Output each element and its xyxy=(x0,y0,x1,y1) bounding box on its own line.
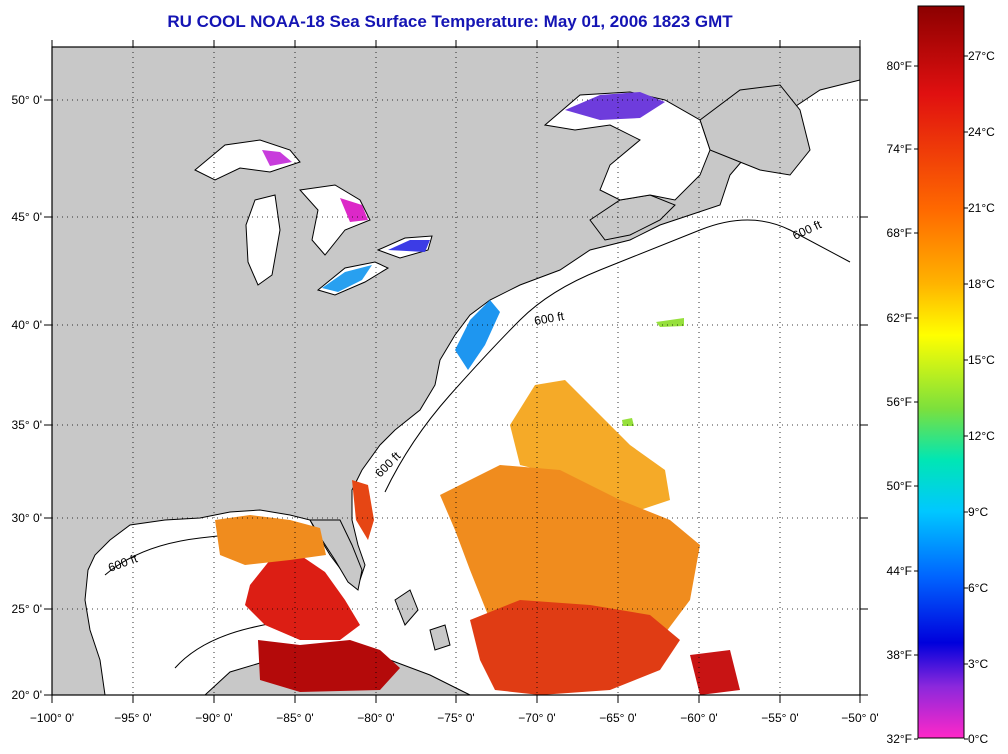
sst-lake-ontario-cold xyxy=(388,240,430,252)
lake-superior xyxy=(194,139,301,181)
lon-tick-label: −90° 0' xyxy=(195,711,232,725)
sst-florida-east xyxy=(352,480,374,540)
lon-tick-label: −85° 0' xyxy=(276,711,313,725)
colorbar-f-label: 50°F xyxy=(887,479,912,493)
lon-tick-label: −75° 0' xyxy=(437,711,474,725)
lat-tick-label: 50° 0' xyxy=(12,93,42,107)
depth-label: 600 ft xyxy=(533,309,566,328)
colorbar xyxy=(917,5,965,739)
lon-tick-label: −60° 0' xyxy=(680,711,717,725)
colorbar-ticks: 80°F 74°F 68°F 62°F 56°F 50°F 44°F 38°F 32°F 27°C… xyxy=(887,49,996,746)
map-title: RU COOL NOAA-18 Sea Surface Temperature:… xyxy=(167,12,733,31)
colorbar-c-label: 12°C xyxy=(968,429,995,443)
lat-tick-label: 25° 0' xyxy=(12,602,42,616)
lon-tick-label: −55° 0' xyxy=(761,711,798,725)
colorbar-c-label: 24°C xyxy=(968,125,995,139)
colorbar-c-label: 18°C xyxy=(968,277,995,291)
sst-lake-erie-cool xyxy=(322,265,372,292)
colorbar-f-label: 68°F xyxy=(887,226,912,240)
sst-lake-huron-cold xyxy=(340,198,368,222)
lat-tick-label: 20° 0' xyxy=(12,688,42,702)
colorbar-f-label: 74°F xyxy=(887,142,912,156)
sst-gulf-south xyxy=(258,640,400,692)
lon-tick-label: −100° 0' xyxy=(30,711,74,725)
colorbar-c-label: 27°C xyxy=(968,49,995,63)
lat-tick-label: 30° 0' xyxy=(12,511,42,525)
sst-shelf-cool xyxy=(455,300,500,370)
colorbar-f-label: 56°F xyxy=(887,395,912,409)
colorbar-c-label: 3°C xyxy=(968,657,988,671)
colorbar-f-label: 44°F xyxy=(887,564,912,578)
sst-atlantic-north-warm xyxy=(510,380,670,510)
colorbar-c-label: 9°C xyxy=(968,505,988,519)
sst-lake-superior-cold xyxy=(262,150,292,166)
lake-michigan xyxy=(245,194,281,286)
colorbar-c-label: 15°C xyxy=(968,353,995,367)
lon-tick-label: −70° 0' xyxy=(518,711,555,725)
lon-tick-label: −80° 0' xyxy=(357,711,394,725)
land-florida xyxy=(309,519,363,591)
colorbar-c-label: 6°C xyxy=(968,581,988,595)
sst-gulf-coast-orange xyxy=(215,515,326,565)
lat-tick-label: 45° 0' xyxy=(12,210,42,224)
colorbar-f-label: 62°F xyxy=(887,311,912,325)
colorbar-f-label: 38°F xyxy=(887,648,912,662)
graticule xyxy=(52,47,860,695)
land-bahamas xyxy=(394,589,451,651)
lon-tick-label: −65° 0' xyxy=(599,711,636,725)
axis-ticks: −100° 0' −95° 0' −90° 0' −85° 0' −80° 0' −75°… xyxy=(12,40,879,725)
colorbar-c-label: 0°C xyxy=(968,732,988,746)
sst-atlantic-southeast xyxy=(690,650,740,695)
sst-atlantic-south xyxy=(470,600,680,695)
lon-tick-label: −95° 0' xyxy=(114,711,151,725)
colorbar-c-label: 21°C xyxy=(968,201,995,215)
land-newfoundland xyxy=(699,84,811,176)
lat-tick-label: 35° 0' xyxy=(12,418,42,432)
sst-gulf-east xyxy=(245,555,360,640)
sst-st-lawrence-cold xyxy=(565,92,665,120)
colorbar-f-label: 32°F xyxy=(887,732,912,746)
lat-tick-label: 40° 0' xyxy=(12,318,42,332)
depth-contour xyxy=(384,219,851,493)
lon-tick-label: −50° 0' xyxy=(841,711,878,725)
colorbar-f-label: 80°F xyxy=(887,59,912,73)
